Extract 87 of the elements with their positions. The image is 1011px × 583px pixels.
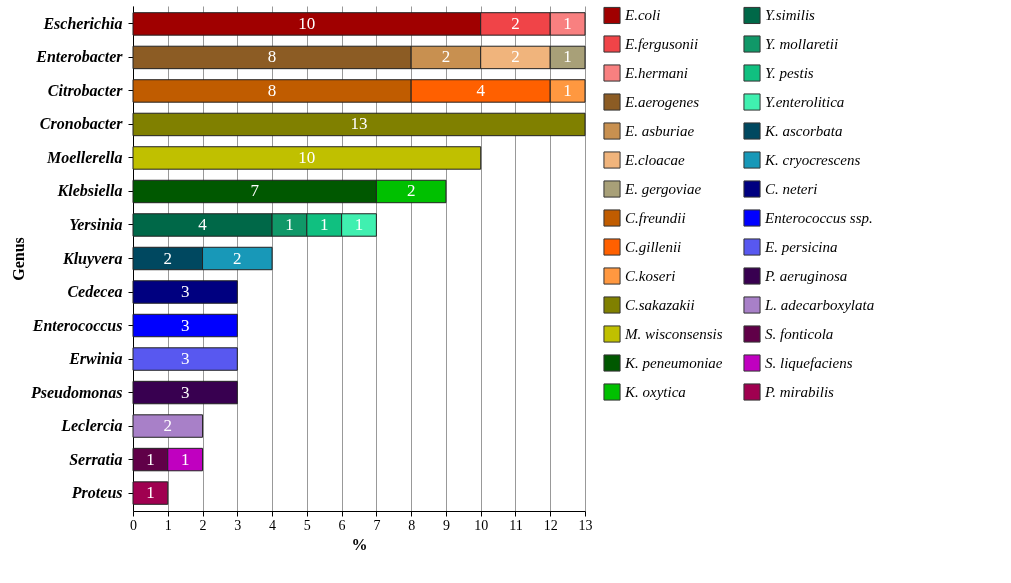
legend-label: E.cloacae	[624, 152, 685, 168]
data-label: 1	[563, 13, 572, 33]
x-tick-label: 10	[474, 517, 489, 533]
legend-label: M. wisconsensis	[624, 326, 723, 342]
data-label: 7	[250, 181, 260, 201]
y-tick-label: Cedecea	[67, 283, 123, 301]
legend-label: K. ascorbata	[764, 123, 843, 139]
data-label: 2	[163, 248, 173, 268]
y-tick-label: Kluyvera	[61, 249, 123, 268]
data-label: 1	[285, 214, 294, 234]
x-tick-label: 9	[442, 517, 450, 533]
legend-label: L. adecarboxylata	[764, 297, 875, 313]
data-label: 1	[146, 449, 155, 469]
data-label: 3	[180, 382, 190, 402]
y-tick-label: Citrobacter	[47, 81, 124, 99]
y-tick-label: Yersinia	[69, 215, 123, 233]
legend-label: E.coli	[624, 7, 661, 24]
y-tick-label: Moellerella	[45, 148, 123, 166]
y-tick-label: Enterococcus	[31, 316, 123, 334]
data-label: 1	[563, 80, 572, 100]
data-label: 2	[163, 416, 173, 436]
data-label: 10	[298, 13, 316, 33]
legend-label: C.freundii	[625, 210, 686, 226]
y-tick-label: Klebsiella	[56, 182, 123, 200]
data-label: 13	[350, 114, 368, 134]
data-label: 2	[511, 13, 520, 33]
y-tick-label: Leclercia	[60, 417, 123, 435]
legend-label: C.sakazakii	[625, 297, 695, 313]
legend-label: E. persicina	[764, 239, 838, 255]
data-label: 3	[180, 282, 190, 302]
data-label: 4	[198, 214, 208, 234]
x-tick-label: 3	[234, 517, 242, 533]
legend-label: Y.similis	[765, 7, 816, 24]
data-label: 2	[233, 248, 242, 268]
y-tick-label: Escherichia	[42, 14, 123, 32]
y-tick-label: Cronobacter	[39, 115, 124, 133]
x-tick-label: 5	[303, 517, 311, 533]
legend-label: S. fonticola	[765, 326, 834, 342]
x-tick-label: 13	[578, 517, 593, 533]
legend-label: C.koseri	[625, 268, 676, 284]
legend-label: P. aeruginosa	[764, 268, 848, 284]
data-label: 1	[180, 449, 190, 469]
data-label: 1	[319, 214, 329, 234]
legend-label: K. oxytica	[624, 384, 686, 400]
x-axis-title: %	[351, 535, 368, 553]
data-label: 1	[354, 214, 364, 234]
legend-label: E.fergusonii	[624, 36, 699, 52]
data-label: 10	[298, 147, 316, 167]
data-label: 2	[406, 181, 416, 201]
data-label: 8	[267, 47, 277, 67]
legend-label: Y.enterolitica	[765, 94, 845, 110]
data-label: 1	[563, 47, 572, 67]
data-label: 1	[146, 483, 155, 503]
data-label: 2	[511, 47, 520, 67]
x-tick-label: 2	[199, 517, 207, 533]
x-tick-label: 12	[543, 517, 558, 533]
x-tick-label: 11	[509, 517, 523, 533]
x-tick-label: 1	[164, 517, 172, 533]
data-label: 3	[180, 349, 190, 369]
legend-label: C.gillenii	[625, 239, 682, 255]
legend-label: Y. mollaretii	[765, 36, 839, 52]
y-tick-label: Enterobacter	[35, 48, 124, 66]
legend-label: P. mirabilis	[764, 384, 835, 400]
legend-label: E. gergoviae	[624, 181, 702, 197]
data-label: 2	[441, 47, 451, 67]
legend-label: Y. pestis	[765, 65, 814, 81]
legend-label: C. neteri	[765, 181, 818, 197]
legend-label: E. asburiae	[624, 123, 695, 139]
x-tick-label: 6	[338, 517, 346, 533]
data-label: 3	[180, 315, 190, 335]
legend-label: S. liquefaciens	[765, 355, 853, 371]
x-tick-label: 8	[408, 517, 416, 533]
legend-label: E.aerogenes	[624, 94, 700, 110]
x-tick-label: 7	[373, 517, 381, 533]
y-tick-label: Erwinia	[68, 350, 123, 368]
legend-label: E.hermani	[624, 65, 688, 81]
legend-label: Enterococcus ssp.	[764, 210, 873, 226]
x-tick-label: 0	[130, 517, 137, 533]
legend-label: K. cryocrescens	[764, 152, 861, 168]
data-label: 4	[476, 80, 486, 100]
x-tick-label: 4	[269, 517, 277, 533]
y-tick-label: Serratia	[69, 450, 123, 468]
y-tick-label: Proteus	[70, 484, 123, 502]
legend-label: K. peneumoniae	[624, 355, 723, 371]
data-label: 8	[267, 80, 277, 100]
y-tick-label: Pseudomonas	[29, 383, 123, 401]
y-axis-title: Genus	[9, 237, 27, 281]
